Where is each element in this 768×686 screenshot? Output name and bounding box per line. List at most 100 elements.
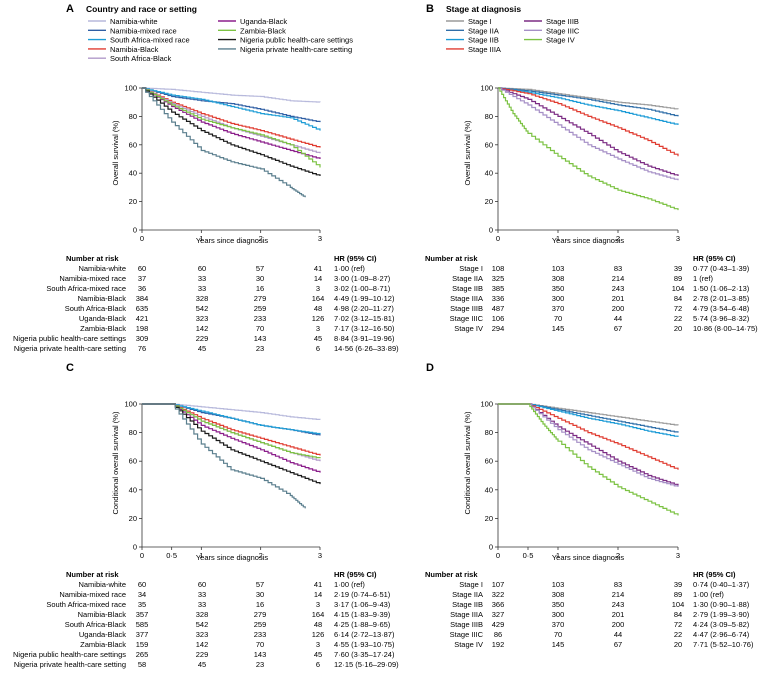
- curve-stage-iib: [498, 403, 679, 437]
- x-tick-label: 2: [616, 551, 620, 560]
- curve-stage-iiia: [498, 403, 679, 470]
- panel-a-ylabel: Overall survival (%): [111, 120, 120, 186]
- hazard-ratio: 14·56 (6·26–33·89): [334, 344, 399, 353]
- risk-count: 44: [614, 314, 622, 323]
- hazard-ratio: 2·19 (0·74–6·51): [334, 590, 391, 599]
- y-tick-label: 100: [124, 400, 137, 409]
- risk-count: 39: [674, 580, 682, 589]
- y-tick-label: 40: [129, 485, 137, 494]
- y-tick-label: 80: [485, 112, 493, 121]
- curve-south-africa-mixed-race: [142, 87, 321, 131]
- legend-label: Stage I: [468, 17, 492, 26]
- risk-count: 384: [136, 294, 149, 303]
- risk-count: 350: [552, 600, 565, 609]
- y-tick-label: 80: [129, 112, 137, 121]
- risk-row-label: Nigeria private health-care setting: [14, 660, 126, 669]
- curve-stage-iv: [498, 87, 679, 211]
- y-tick-label: 60: [485, 457, 493, 466]
- hazard-ratio: 4·55 (1·93–10·75): [334, 640, 395, 649]
- risk-row-label: Nigeria public health-care settings: [13, 650, 126, 659]
- risk-count: 243: [612, 600, 625, 609]
- risk-count: 279: [254, 610, 267, 619]
- curve-namibia-black: [142, 403, 321, 456]
- risk-count: 143: [254, 650, 267, 659]
- risk-row-label: Nigeria public health-care settings: [13, 334, 126, 343]
- risk-count: 198: [136, 324, 149, 333]
- hazard-ratio: 3·02 (1·00–8·71): [334, 284, 391, 293]
- risk-count: 200: [612, 620, 625, 629]
- risk-count: 126: [312, 314, 325, 323]
- risk-count: 3: [316, 284, 320, 293]
- risk-count: 3: [316, 640, 320, 649]
- risk-count: 76: [138, 344, 146, 353]
- risk-count: 34: [138, 590, 146, 599]
- risk-count: 308: [552, 590, 565, 599]
- risk-count: 328: [196, 294, 209, 303]
- risk-count: 108: [492, 264, 505, 273]
- risk-count: 70: [256, 324, 264, 333]
- curve-nigeria-public-health-care-settings: [142, 87, 321, 176]
- risk-count: 83: [614, 580, 622, 589]
- risk-count: 259: [254, 620, 267, 629]
- risk-count: 233: [254, 314, 267, 323]
- risk-row-label: Stage IIA: [452, 590, 483, 599]
- risk-count: 3: [316, 600, 320, 609]
- panel-a-xlabel: Years since diagnosis: [196, 236, 269, 245]
- risk-count: 370: [552, 304, 565, 313]
- panel-b-axes: 0 20 40 60 80 100 0 1 2 3: [480, 84, 680, 244]
- risk-count: 487: [492, 304, 505, 313]
- hr-heading: HR (95% CI): [693, 254, 736, 263]
- risk-count: 22: [674, 630, 682, 639]
- x-tick-label: 2: [616, 234, 620, 243]
- hazard-ratio: 4·49 (1·99–10·12): [334, 294, 395, 303]
- risk-count: 309: [136, 334, 149, 343]
- y-tick-label: 40: [485, 169, 493, 178]
- risk-count: 279: [254, 294, 267, 303]
- number-at-risk-heading: Number at risk: [66, 254, 119, 263]
- risk-count: 3: [316, 324, 320, 333]
- hazard-ratio: 1·00 (ref): [693, 590, 724, 599]
- panel-a: A Country and race or setting Namibia-wh…: [13, 3, 399, 353]
- risk-count: 142: [196, 324, 209, 333]
- number-at-risk-heading: Number at risk: [66, 570, 119, 579]
- risk-count: 48: [314, 304, 322, 313]
- risk-count: 201: [612, 294, 625, 303]
- risk-count: 37: [138, 274, 146, 283]
- hazard-ratio: 2·78 (2·01–3·85): [693, 294, 750, 303]
- risk-count: 106: [492, 314, 505, 323]
- risk-count: 16: [256, 600, 264, 609]
- risk-count: 336: [492, 294, 505, 303]
- curve-stage-iiic: [498, 87, 679, 181]
- risk-row-label: Stage IIIC: [450, 630, 484, 639]
- legend-label: Namibia-mixed race: [110, 26, 177, 35]
- risk-row-label: Stage I: [459, 264, 483, 273]
- curve-stage-iiib: [498, 403, 679, 486]
- risk-count: 67: [614, 324, 622, 333]
- panel-a-letter: A: [66, 3, 74, 15]
- risk-count: 323: [196, 630, 209, 639]
- risk-count: 20: [674, 324, 682, 333]
- risk-count: 103: [552, 264, 565, 273]
- y-tick-label: 100: [124, 84, 137, 93]
- hazard-ratio: 4·15 (1·83–9·39): [334, 610, 391, 619]
- y-tick-label: 60: [485, 140, 493, 149]
- curve-stage-iv: [498, 403, 679, 516]
- risk-count: 70: [554, 314, 562, 323]
- panel-d: D 0 20 40 60 80 100 0 0·5 1 2 3 Conditional overal…: [425, 362, 754, 649]
- hazard-ratio: 6·14 (2·72–13·87): [334, 630, 395, 639]
- hazard-ratio: 2·79 (1·99–3·90): [693, 610, 750, 619]
- legend-label: Namibia-Black: [110, 45, 159, 54]
- risk-count: 70: [554, 630, 562, 639]
- risk-count: 429: [492, 620, 505, 629]
- curve-namibia-white: [142, 87, 321, 103]
- risk-count: 45: [314, 650, 322, 659]
- risk-count: 14: [314, 274, 322, 283]
- risk-count: 377: [136, 630, 149, 639]
- y-tick-label: 100: [480, 400, 493, 409]
- panel-b-xlabel: Years since diagnosis: [552, 236, 625, 245]
- risk-count: 229: [196, 650, 209, 659]
- panel-d-letter: D: [426, 362, 434, 374]
- legend-label: Zambia-Black: [240, 26, 286, 35]
